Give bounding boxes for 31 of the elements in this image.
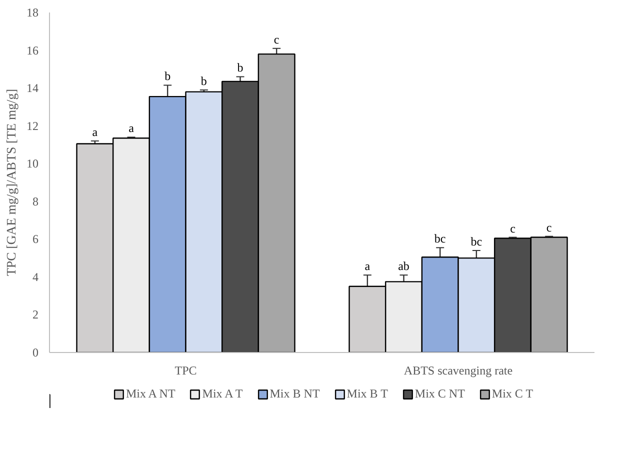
y-axis-title: TPC [GAE mg/g]/ABTS [TE mg/g] <box>4 88 18 276</box>
x-tick-label: ABTS scavenging rate <box>404 364 513 378</box>
annotation: ab <box>398 259 410 274</box>
annotation: a <box>92 124 98 139</box>
y-tick-label: 18 <box>26 6 38 20</box>
annotation: b <box>237 60 244 75</box>
annotation: c <box>274 32 280 46</box>
annotation: c <box>546 220 552 234</box>
y-tick-label: 0 <box>32 346 38 360</box>
y-tick-label: 6 <box>32 232 38 246</box>
annotation: bc <box>434 232 446 246</box>
y-tick-label: 4 <box>32 270 38 284</box>
legend-label: Mix B NT <box>270 386 320 402</box>
annotation: b <box>200 74 207 88</box>
x-tick-label: TPC <box>174 364 197 378</box>
legend-label: Mix A T <box>202 386 243 402</box>
y-tick-label: 16 <box>26 43 38 58</box>
annotation: bc <box>470 234 482 248</box>
y-tick-label: 14 <box>26 81 38 96</box>
annotation: b <box>164 69 171 84</box>
y-tick-label: 8 <box>32 194 38 208</box>
legend-label: Mix A NT <box>126 386 176 402</box>
legend-label: Mix B T <box>346 386 388 402</box>
legend-label: Mix C NT <box>414 386 465 402</box>
annotation: a <box>364 259 371 274</box>
y-tick-label: 10 <box>26 156 38 171</box>
legend-label: Mix C T <box>492 386 534 402</box>
annotation: c <box>510 221 516 236</box>
y-tick-label: 2 <box>32 308 38 322</box>
y-tick-label: 12 <box>26 118 38 133</box>
annotation: a <box>128 121 135 136</box>
